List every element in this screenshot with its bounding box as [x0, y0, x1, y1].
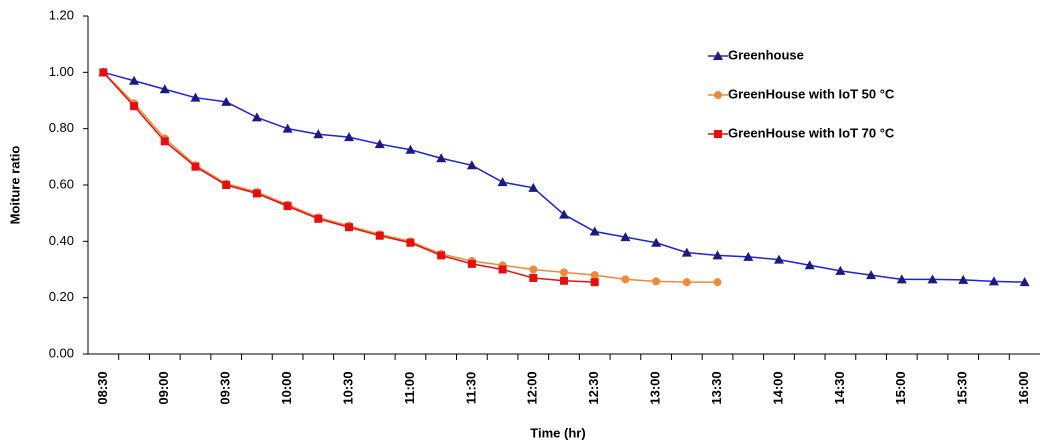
- x-tick-label: 11:30: [463, 372, 478, 405]
- marker: [191, 162, 200, 171]
- marker: [252, 189, 261, 198]
- marker: [99, 68, 108, 77]
- marker: [221, 96, 232, 106]
- marker: [406, 238, 415, 247]
- marker: [713, 51, 723, 60]
- marker: [621, 275, 630, 284]
- x-axis-title: Time (hr): [530, 425, 585, 440]
- y-tick-label: 1.20: [49, 7, 74, 22]
- marker: [282, 123, 293, 133]
- x-tick-label: 10:00: [279, 371, 294, 404]
- marker: [529, 265, 538, 274]
- marker: [713, 278, 722, 287]
- x-tick-label: 13:00: [648, 371, 663, 404]
- marker: [743, 251, 754, 261]
- x-tick-label: 08:30: [95, 371, 110, 404]
- x-tick-label: 12:30: [586, 371, 601, 404]
- marker: [896, 274, 907, 284]
- marker: [467, 259, 476, 268]
- y-tick-label: 0.60: [49, 176, 74, 191]
- legend-label: Greenhouse: [728, 47, 804, 62]
- x-tick-label: 11:00: [402, 372, 417, 405]
- x-tick-label: 14:30: [832, 371, 847, 404]
- marker: [498, 265, 507, 274]
- x-tick-label: 15:00: [893, 371, 908, 404]
- marker: [714, 130, 722, 138]
- marker: [988, 276, 999, 286]
- marker: [130, 102, 139, 111]
- x-tick-label: 16:00: [1016, 371, 1031, 404]
- marker: [374, 139, 385, 149]
- marker: [804, 260, 815, 270]
- marker: [160, 137, 169, 146]
- marker: [560, 268, 568, 277]
- marker: [528, 182, 539, 192]
- marker: [283, 202, 292, 211]
- y-tick-label: 0.80: [49, 120, 74, 135]
- marker: [652, 277, 661, 286]
- series-line: [102, 71, 718, 283]
- marker: [620, 232, 631, 242]
- marker: [714, 91, 722, 99]
- marker: [712, 250, 723, 260]
- series-line: [103, 71, 1025, 283]
- marker: [559, 209, 569, 219]
- marker: [129, 75, 140, 85]
- marker: [313, 129, 324, 139]
- y-tick-label: 0.20: [49, 289, 74, 304]
- marker: [927, 274, 938, 284]
- marker: [314, 214, 323, 223]
- x-tick-label: 10:30: [340, 371, 355, 404]
- x-tick-label: 09:30: [218, 371, 233, 404]
- marker: [773, 254, 784, 264]
- marker: [835, 265, 846, 275]
- marker: [190, 92, 201, 102]
- marker: [529, 273, 538, 282]
- x-tick-label: 12:00: [525, 371, 540, 404]
- marker: [222, 181, 231, 189]
- marker: [590, 278, 599, 287]
- marker: [437, 251, 446, 260]
- marker: [651, 237, 662, 247]
- marker: [466, 160, 477, 170]
- marker: [958, 274, 969, 284]
- y-tick-label: 1.00: [49, 64, 74, 79]
- marker: [344, 132, 355, 142]
- marker: [682, 278, 691, 287]
- x-tick-label: 13:30: [709, 371, 724, 404]
- y-tick-label: 0.00: [49, 345, 74, 360]
- marker: [251, 112, 262, 122]
- y-axis-title: Moiture ratio: [7, 146, 22, 225]
- y-tick-label: 0.40: [49, 233, 74, 248]
- x-tick-label: 14:00: [770, 371, 785, 404]
- marker: [681, 247, 692, 257]
- marker: [405, 144, 416, 154]
- marker: [866, 270, 877, 280]
- marker: [436, 153, 447, 163]
- legend-label: GreenHouse with IoT 50 °C: [728, 86, 895, 101]
- x-tick-label: 09:00: [156, 371, 171, 404]
- x-tick-label: 15:30: [955, 371, 970, 404]
- marker: [1019, 277, 1030, 287]
- marker: [375, 231, 384, 240]
- marker: [560, 276, 568, 285]
- legend-label: GreenHouse with IoT 70 °C: [728, 125, 895, 140]
- marker: [590, 271, 599, 280]
- marker: [497, 177, 508, 187]
- marker: [589, 226, 600, 236]
- marker: [345, 223, 354, 232]
- series-line: [102, 71, 595, 283]
- marker: [159, 84, 170, 94]
